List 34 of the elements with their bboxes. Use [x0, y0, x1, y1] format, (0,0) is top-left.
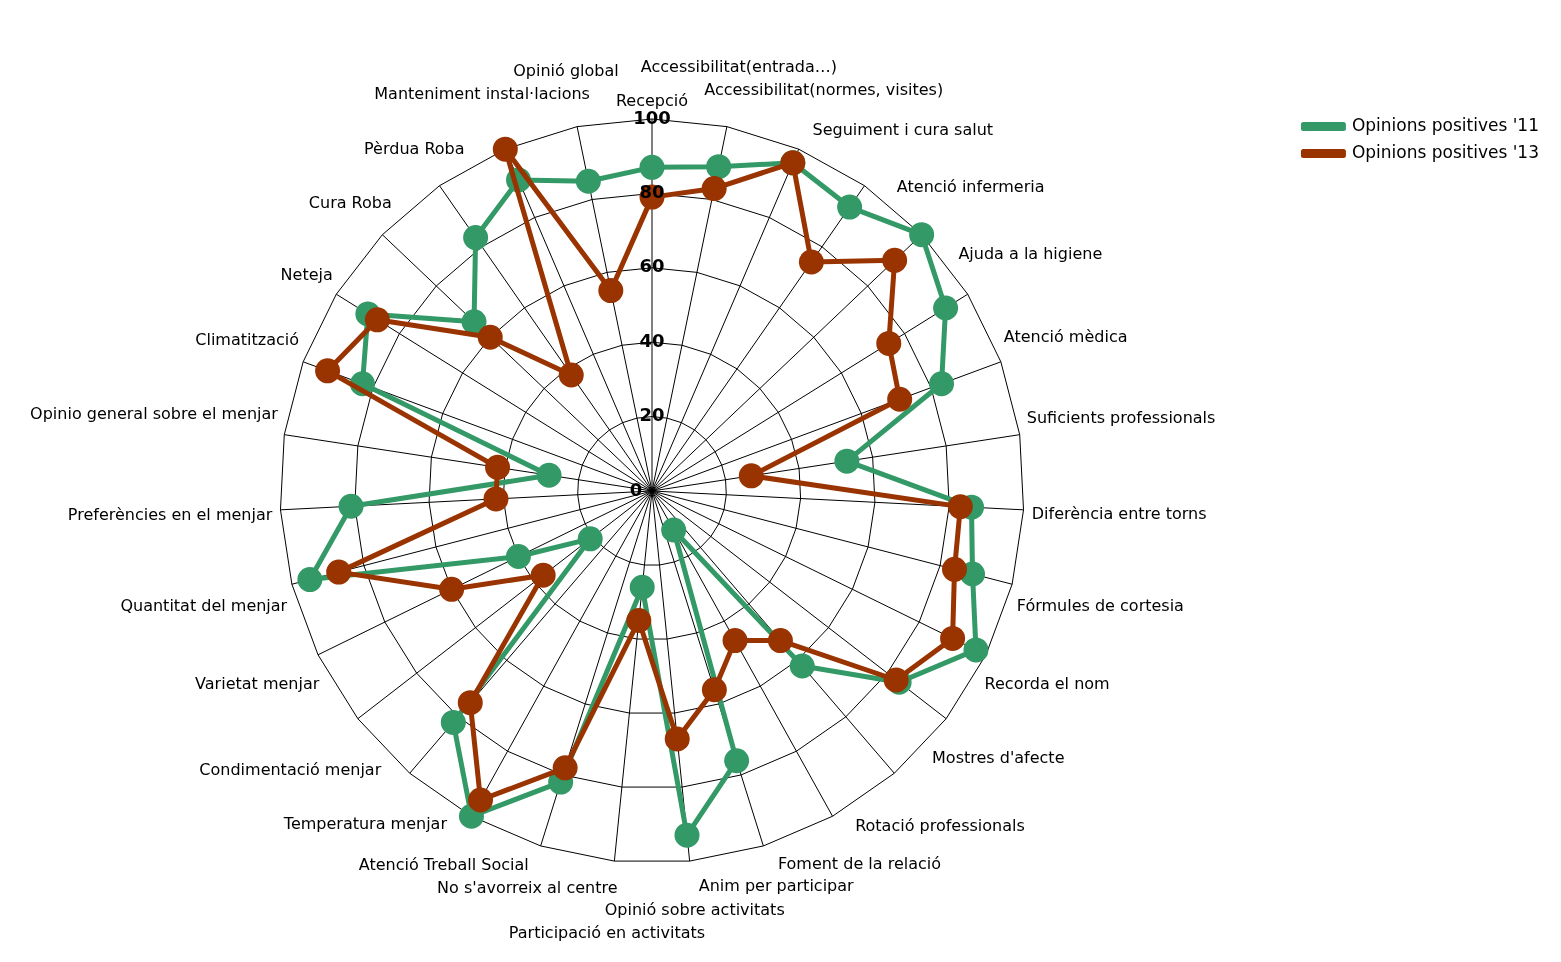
spoke-label: Participació en activitats	[508, 922, 706, 942]
spoke-label: Suficients professionals	[1026, 408, 1216, 428]
spoke-label: Atenció infermeria	[896, 177, 1045, 197]
spoke-label: Fórmules de cortesia	[1016, 596, 1184, 616]
spoke-label: Manteniment instal·lacions	[374, 84, 590, 104]
spoke-label: Recepció	[615, 91, 689, 111]
spoke-label: Opinió global	[513, 61, 619, 81]
y-tick-label: 80	[639, 181, 665, 203]
spoke-label: Foment de la relació	[777, 853, 942, 873]
spoke-label: Mostres d'afecte	[932, 748, 1065, 768]
spoke-label: Atenció Treball Social	[358, 855, 529, 875]
spoke-label: Varietat menjar	[195, 673, 320, 693]
spoke-label: Rotació professionals	[855, 815, 1025, 835]
legend-label: Opinions positives '11	[1351, 114, 1539, 135]
spoke-label: Pèrdua Roba	[364, 138, 465, 158]
spoke-label: No s'avorreix al centre	[437, 877, 618, 897]
spoke-label: Quantitat del menjar	[120, 596, 288, 616]
spoke-label: Climatització	[195, 330, 299, 350]
spoke-label: Accessibilitat(normes, visites)	[704, 80, 944, 100]
spoke-label: Ajuda a la higiene	[958, 244, 1103, 264]
spoke-label: Atenció mèdica	[1003, 326, 1128, 346]
spoke-label: Preferències en el menjar	[67, 504, 273, 524]
legend-label: Opinions positives '13	[1351, 141, 1539, 162]
spoke-label: Neteja	[280, 264, 333, 284]
spoke-label: Cura Roba	[308, 193, 392, 213]
spoke-label: Temperatura menjar	[282, 813, 448, 833]
spoke-label: Anim per participar	[698, 875, 855, 895]
spoke-label: Opinió sobre activitats	[604, 900, 785, 920]
spoke-label: Diferència entre torns	[1031, 503, 1207, 523]
spoke-label: Seguiment i cura salut	[812, 119, 994, 139]
spoke-label: Recorda el nom	[984, 673, 1110, 693]
spoke-label: Accessibilitat(entrada…)	[640, 57, 837, 77]
spoke-label: Opinio general sobre el menjar	[30, 403, 279, 423]
spoke-label: Condimentació menjar	[199, 760, 382, 780]
